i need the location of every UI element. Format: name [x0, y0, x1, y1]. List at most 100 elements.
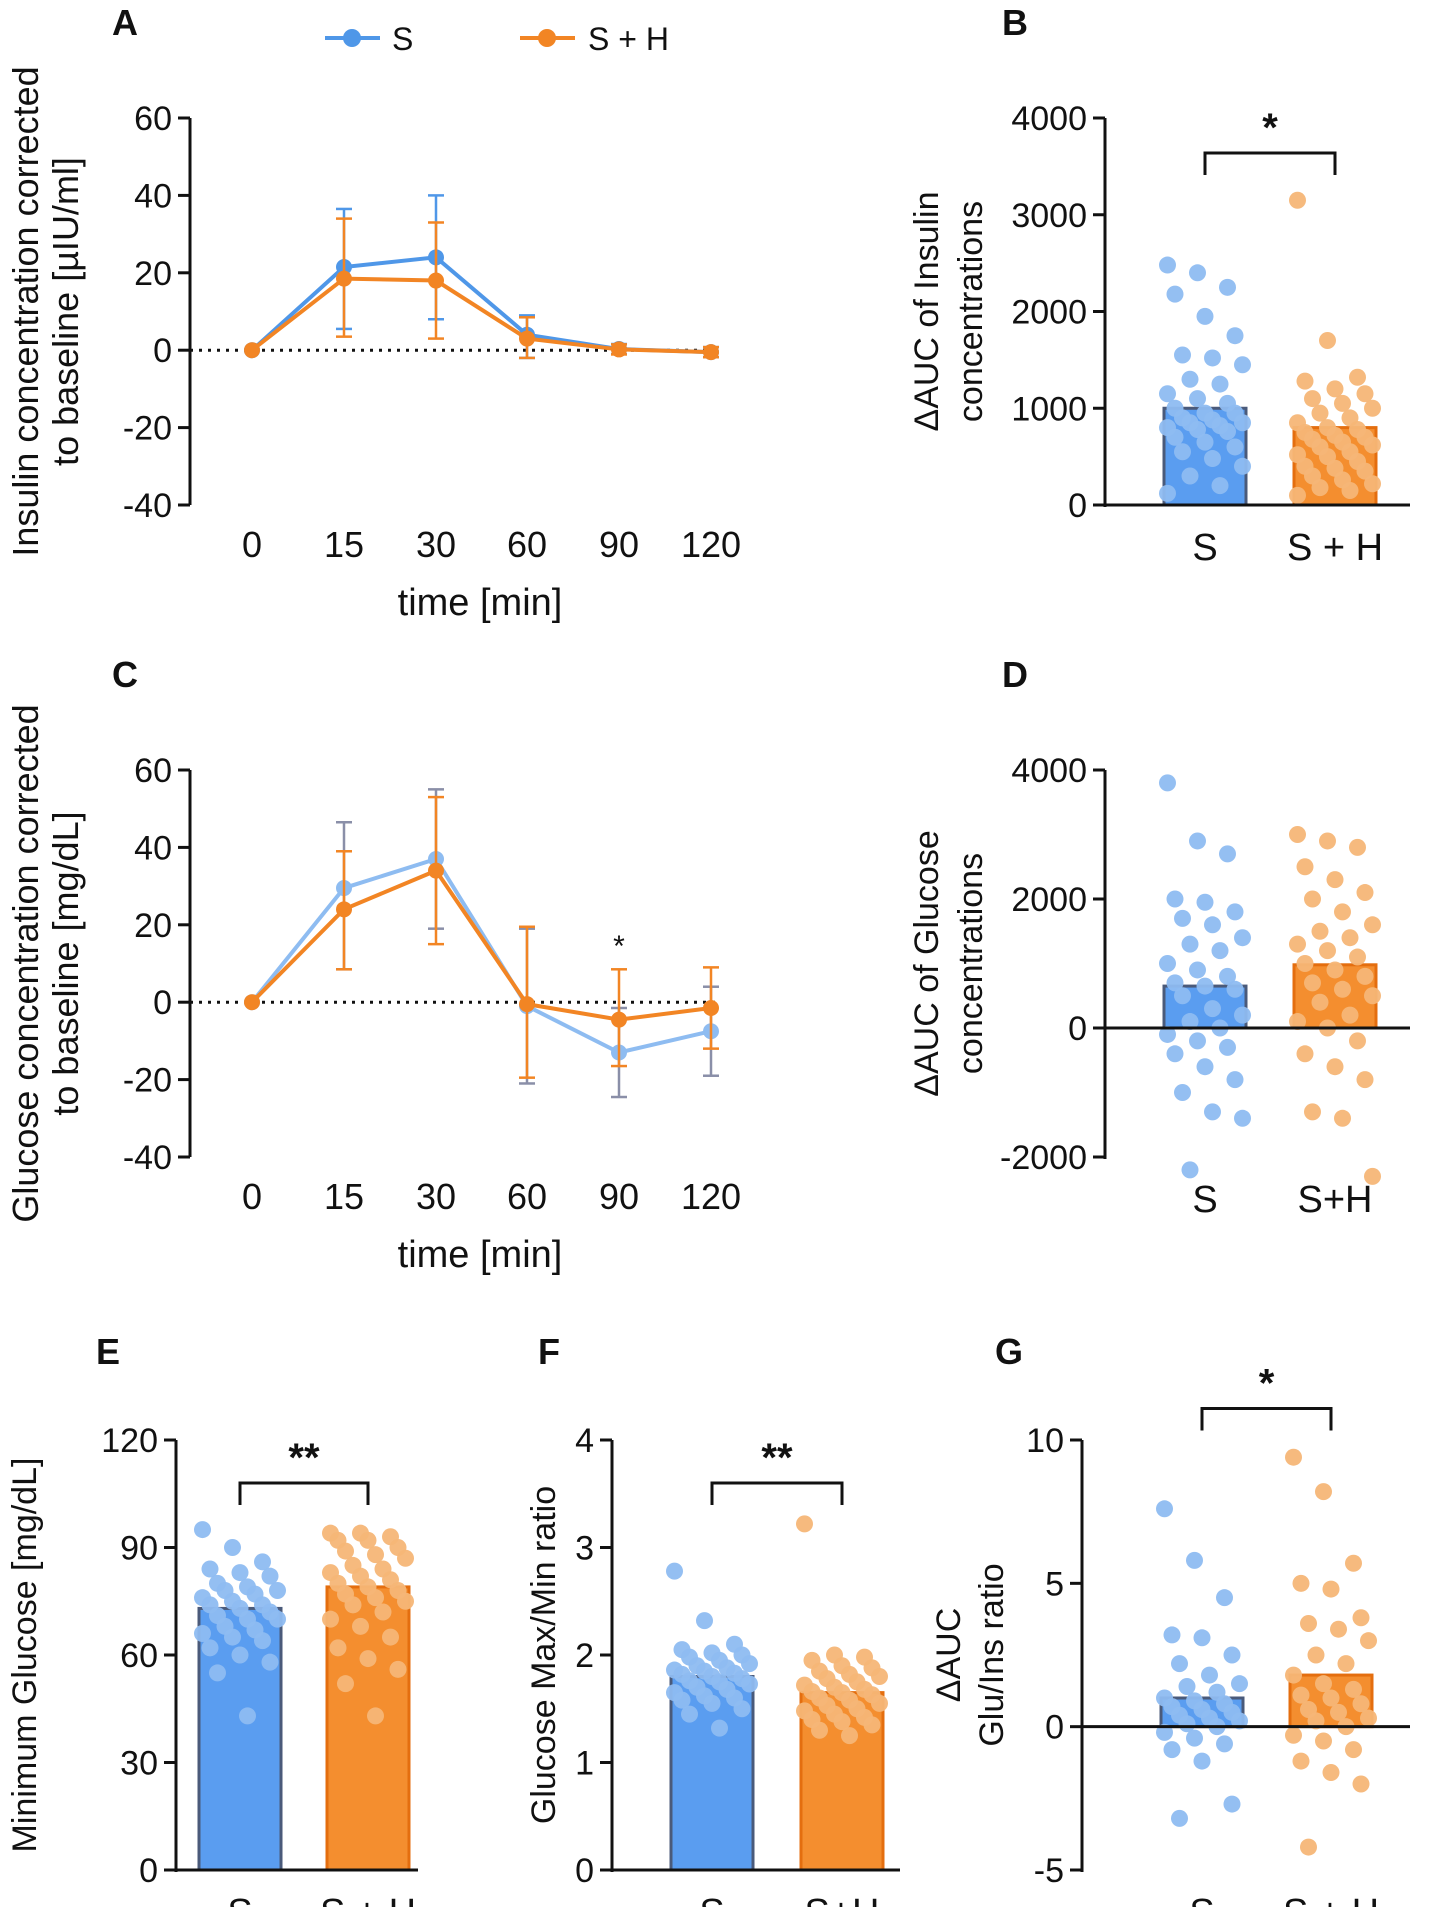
- legend-marker-sh: [538, 29, 556, 47]
- significance-bracket: [710, 1481, 844, 1505]
- data-point: [428, 272, 444, 289]
- data-point: [1204, 1103, 1221, 1121]
- data-point: [1349, 1032, 1366, 1050]
- data-point: [367, 1546, 384, 1564]
- panel-label: A: [112, 2, 138, 43]
- data-point: [1296, 955, 1314, 972]
- data-point: [1364, 987, 1381, 1005]
- y-tick-label: 0: [1045, 1709, 1064, 1747]
- data-point: [1289, 935, 1306, 953]
- data-point: [1204, 450, 1221, 468]
- data-point: [1216, 1735, 1233, 1753]
- significance-marker: *: [1259, 1361, 1275, 1405]
- data-point: [1159, 256, 1176, 274]
- y-tick-label: 4000: [1011, 100, 1087, 138]
- data-point: [1159, 385, 1176, 403]
- data-point: [741, 1655, 758, 1673]
- data-point: [1223, 1646, 1241, 1664]
- y-tick-label: 40: [134, 829, 172, 867]
- panel-label: B: [1002, 2, 1028, 43]
- data-point: [1315, 1732, 1332, 1750]
- data-point: [796, 1515, 813, 1533]
- data-point: [1334, 1109, 1351, 1127]
- y-tick-label: 60: [120, 1637, 158, 1675]
- data-point: [194, 1521, 211, 1539]
- data-point: [611, 341, 627, 358]
- data-point: [1234, 929, 1251, 947]
- data-point: [1174, 909, 1191, 927]
- data-point: [329, 1639, 347, 1657]
- data-point: [703, 1000, 719, 1017]
- y-axis-title: Minimum Glucose [mg/dL]: [6, 1458, 44, 1853]
- data-point: [1345, 1554, 1362, 1572]
- data-point: [1285, 1666, 1302, 1684]
- data-point: [397, 1549, 414, 1567]
- x-tick-label: S: [1189, 1892, 1214, 1907]
- significance-marker: *: [613, 930, 625, 963]
- y-axis-title: concentrations: [952, 853, 990, 1074]
- data-point: [1360, 1709, 1377, 1727]
- y-tick-label: 1: [575, 1745, 594, 1783]
- data-point: [1204, 916, 1221, 934]
- data-point: [681, 1705, 698, 1723]
- data-point: [1204, 1000, 1221, 1018]
- data-point: [1186, 1551, 1203, 1569]
- data-point: [741, 1675, 758, 1693]
- data-point: [344, 1596, 362, 1614]
- data-point: [1174, 1084, 1191, 1101]
- data-point: [696, 1612, 713, 1630]
- data-point: [337, 1542, 354, 1560]
- data-point: [209, 1664, 226, 1682]
- x-tick-label: 120: [681, 1176, 741, 1217]
- y-axis-title: Glu/Ins ratio: [973, 1563, 1011, 1746]
- y-tick-label: -2000: [1000, 1139, 1087, 1177]
- data-point: [1315, 1675, 1332, 1693]
- data-point: [1189, 390, 1206, 408]
- y-tick-label: 0: [1068, 487, 1087, 525]
- y-tick-label: 4: [575, 1422, 594, 1460]
- y-tick-label: -5: [1034, 1852, 1064, 1890]
- data-point: [1226, 438, 1244, 456]
- data-point: [269, 1582, 286, 1599]
- x-axis-title: time [min]: [398, 582, 563, 624]
- y-axis-title: to baseline [mg/dL]: [45, 811, 86, 1115]
- x-tick-label: 30: [416, 1176, 456, 1217]
- data-point: [1364, 916, 1381, 934]
- data-point: [1231, 1675, 1248, 1693]
- data-point: [1174, 443, 1191, 461]
- y-axis-title: to baseline [µIU/ml]: [45, 157, 86, 466]
- data-point: [1311, 479, 1329, 497]
- data-point: [1189, 832, 1206, 850]
- data-point: [1304, 390, 1321, 408]
- data-point: [1364, 399, 1381, 417]
- x-tick-label: S + H: [1287, 527, 1383, 569]
- panel-label: E: [96, 1331, 120, 1372]
- data-point: [1292, 1574, 1310, 1592]
- series-line-s: [250, 856, 712, 1055]
- data-point: [1341, 1006, 1359, 1024]
- data-point: [1159, 1025, 1176, 1043]
- data-point: [871, 1694, 888, 1712]
- y-tick-label: -20: [123, 1062, 172, 1100]
- data-point: [1204, 349, 1221, 367]
- data-point: [1296, 1045, 1314, 1063]
- data-point: [389, 1660, 407, 1678]
- data-point: [1163, 1626, 1181, 1644]
- data-point: [519, 996, 535, 1013]
- y-tick-label: 0: [1068, 1010, 1087, 1048]
- y-tick-label: 3000: [1011, 197, 1087, 235]
- data-point: [336, 901, 352, 918]
- data-point: [1330, 1620, 1347, 1638]
- significance-marker: **: [288, 1436, 320, 1480]
- panel-b-insulin-auc-bars: B 0 1000 2000 3000 4000 S S + H ΔAUC of Insulin c…: [908, 2, 1410, 569]
- data-point: [1300, 1614, 1317, 1632]
- x-tick-label: S+H: [1298, 1179, 1373, 1221]
- data-point: [1364, 1167, 1381, 1185]
- data-point: [1181, 935, 1199, 953]
- panel-e-minimum-glucose-bars: E 0 30 60 90 120 S S + H Minimum Glucose [mg/dL]…: [6, 1331, 418, 1907]
- data-point: [1193, 1629, 1211, 1647]
- data-point: [1326, 871, 1344, 889]
- data-point: [1352, 1775, 1370, 1793]
- data-point: [1234, 414, 1251, 432]
- y-tick-label: 5: [1045, 1565, 1064, 1603]
